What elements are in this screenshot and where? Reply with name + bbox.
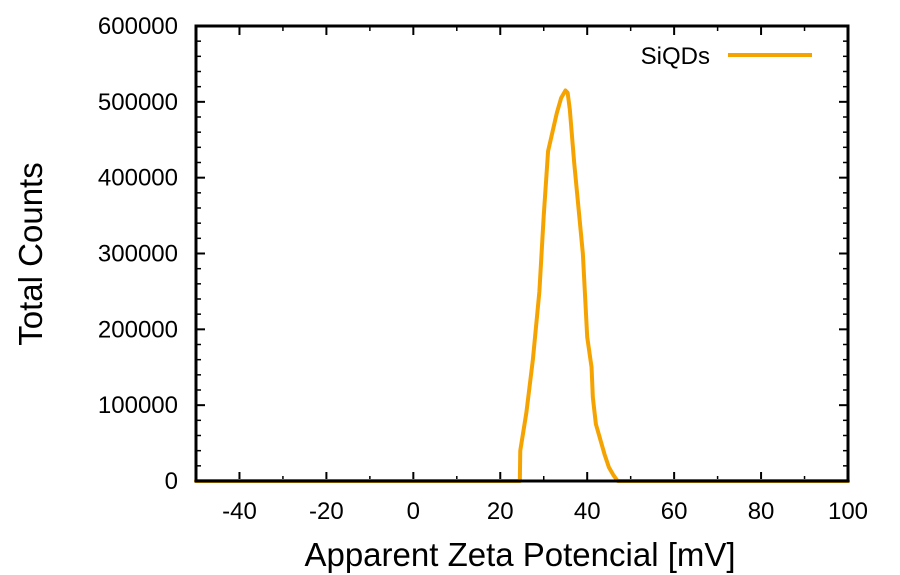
x-tick-label: 60 [661, 498, 688, 525]
x-tick-label: 80 [748, 498, 775, 525]
x-tick-label: 20 [487, 498, 514, 525]
x-axis-title: Apparent Zeta Potencial [mV] [304, 536, 735, 573]
x-tick-label: 0 [407, 498, 420, 525]
x-tick-label: -20 [309, 498, 344, 525]
series-layer [194, 88, 850, 483]
x-tick-labels: -40 -20 0 20 40 60 80 100 [222, 498, 868, 525]
y-tick-label: 500000 [98, 89, 178, 116]
y-axis-title: Total Counts [12, 162, 49, 345]
x-tick-label: 40 [574, 498, 601, 525]
x-tick-label: -40 [222, 498, 257, 525]
y-tick-label: 100000 [98, 392, 178, 419]
y-tick-label: 600000 [98, 13, 178, 40]
x-tick-label: 100 [828, 498, 868, 525]
plot-frame [194, 24, 850, 483]
axis-ticks [195, 25, 849, 482]
legend-label-siqds: SiQDs [641, 43, 710, 70]
y-tick-labels: 0 100000 200000 300000 400000 500000 600000 [98, 13, 178, 495]
legend: SiQDs [641, 43, 812, 70]
y-tick-label: 0 [165, 468, 178, 495]
y-tick-label: 400000 [98, 165, 178, 192]
y-tick-label: 200000 [98, 316, 178, 343]
y-tick-label: 300000 [98, 241, 178, 268]
series-line-siqds [194, 88, 850, 483]
